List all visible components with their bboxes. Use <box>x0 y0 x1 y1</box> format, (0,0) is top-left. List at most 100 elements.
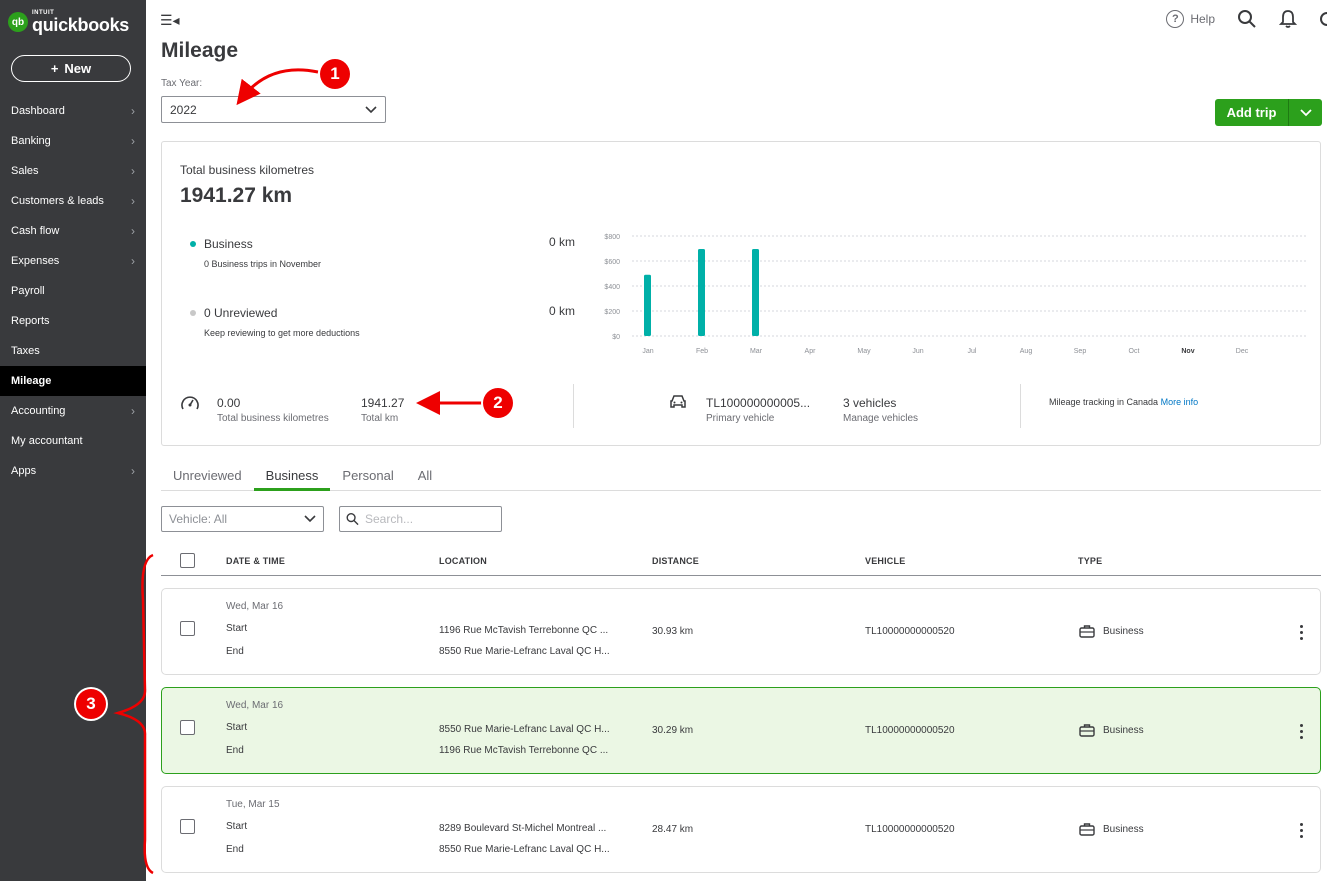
divider <box>1020 384 1021 428</box>
sidebar-item-my-accountant[interactable]: My accountant <box>0 426 146 456</box>
sidebar-item-sales[interactable]: Sales › <box>0 156 146 186</box>
brand-name: quickbooks <box>32 15 130 35</box>
row-checkbox[interactable] <box>180 720 195 735</box>
sidebar-item-label: Taxes <box>11 345 40 357</box>
quickbooks-logo[interactable]: qb INTUIT quickbooks <box>8 10 129 34</box>
chart-bar-jan[interactable] <box>644 274 651 336</box>
search-input[interactable] <box>365 512 495 526</box>
sidebar-item-label: Customers & leads <box>11 195 104 207</box>
mileage-tracking-info: Mileage tracking in Canada More info <box>1049 397 1198 407</box>
manage-vehicles-link[interactable]: Manage vehicles <box>843 413 919 424</box>
unreviewed-dot-icon <box>190 310 196 316</box>
collapse-menu-icon[interactable]: ☰◂ <box>160 12 180 28</box>
chevron-right-icon: › <box>131 404 135 418</box>
y-tick-label: $200 <box>604 309 620 316</box>
y-tick-label: $0 <box>612 334 620 341</box>
vehicles-count: 3 vehicles <box>843 396 897 410</box>
legend-unreviewed-sub: Keep reviewing to get more deductions <box>204 328 360 338</box>
row-checkbox[interactable] <box>180 819 195 834</box>
start-label: Start <box>226 623 248 634</box>
more-info-link[interactable]: More info <box>1160 397 1199 407</box>
notifications-bell-icon[interactable] <box>1279 9 1297 29</box>
add-trip-dropdown-button[interactable] <box>1288 99 1322 126</box>
table-row[interactable]: Tue, Mar 15 Start End 8289 Boulevard St-Mic… <box>161 786 1321 873</box>
annotation-badge-1: 1 <box>320 59 350 89</box>
sidebar-item-mileage[interactable]: Mileage <box>0 366 146 396</box>
sidebar-item-label: My accountant <box>11 435 83 447</box>
trip-type-label: Business <box>1103 823 1144 835</box>
primary-vehicle-label: Primary vehicle <box>706 413 775 424</box>
chart-bar-mar[interactable] <box>752 249 759 336</box>
sidebar-item-cash-flow[interactable]: Cash flow › <box>0 216 146 246</box>
header-type[interactable]: TYPE <box>1078 556 1103 566</box>
new-button[interactable]: + New <box>11 55 131 82</box>
annotation-badge-2: 2 <box>483 388 513 418</box>
tax-year-select[interactable]: 2022 <box>161 96 386 123</box>
x-tick-label: Sep <box>1074 348 1087 355</box>
trip-type[interactable]: Business <box>1079 822 1144 836</box>
legend-business: Business 0 km 0 Business trips in Novemb… <box>180 235 575 269</box>
sidebar-item-label: Accounting <box>11 405 66 417</box>
trip-distance: 28.47 km <box>652 824 694 835</box>
start-location: 1196 Rue McTavish Terrebonne QC ... <box>439 625 609 636</box>
trip-date: Wed, Mar 16 <box>226 700 284 711</box>
x-tick-label: Mar <box>750 348 763 355</box>
row-more-actions-icon[interactable] <box>1300 625 1303 640</box>
header-vehicle[interactable]: VEHICLE <box>865 556 906 566</box>
table-row[interactable]: Wed, Mar 16 Start End 1196 Rue McTavish Ter… <box>161 588 1321 675</box>
sidebar-item-taxes[interactable]: Taxes <box>0 336 146 366</box>
end-label: End <box>226 646 244 657</box>
search-icon[interactable] <box>1237 9 1257 29</box>
add-trip-button[interactable]: Add trip <box>1226 105 1277 120</box>
sidebar-item-expenses[interactable]: Expenses › <box>0 246 146 276</box>
y-tick-label: $600 <box>604 259 620 266</box>
sidebar: qb INTUIT quickbooks + New Dashboard › Ban… <box>0 0 146 881</box>
stat-total-km-label: Total km <box>361 413 399 424</box>
sidebar-item-label: Payroll <box>11 285 45 297</box>
row-checkbox[interactable] <box>180 621 195 636</box>
car-icon <box>670 395 686 408</box>
tab-all[interactable]: All <box>417 468 433 483</box>
x-tick-label: Feb <box>696 348 708 355</box>
chevron-right-icon: › <box>131 194 135 208</box>
sidebar-item-customers-leads[interactable]: Customers & leads › <box>0 186 146 216</box>
mileage-tracking-text: Mileage tracking in Canada <box>1049 397 1159 407</box>
trip-search-field[interactable] <box>339 506 502 532</box>
end-label: End <box>226 844 244 855</box>
header-location[interactable]: LOCATION <box>439 556 487 566</box>
tax-year-label: Tax Year: <box>161 78 203 89</box>
legend-unreviewed-value: 0 km <box>548 304 575 318</box>
header-date-time[interactable]: DATE & TIME <box>226 556 286 566</box>
sidebar-item-payroll[interactable]: Payroll <box>0 276 146 306</box>
legend-business-value: 0 km <box>548 235 575 249</box>
row-more-actions-icon[interactable] <box>1300 823 1303 838</box>
row-more-actions-icon[interactable] <box>1300 724 1303 739</box>
briefcase-icon <box>1079 823 1095 836</box>
sidebar-item-banking[interactable]: Banking › <box>0 126 146 156</box>
end-label: End <box>226 745 244 756</box>
sidebar-item-reports[interactable]: Reports <box>0 306 146 336</box>
trips-table-header: DATE & TIME LOCATION DISTANCE VEHICLE TY… <box>161 547 1321 576</box>
sidebar-item-apps[interactable]: Apps › <box>0 456 146 486</box>
sidebar-item-accounting[interactable]: Accounting › <box>0 396 146 426</box>
sidebar-item-dashboard[interactable]: Dashboard › <box>0 96 146 126</box>
tab-personal[interactable]: Personal <box>342 468 394 483</box>
vehicle-filter-select[interactable]: Vehicle: All <box>161 506 324 532</box>
x-tick-label: May <box>857 348 871 355</box>
select-all-checkbox[interactable] <box>180 553 195 568</box>
tab-unreviewed[interactable]: Unreviewed <box>173 468 242 483</box>
sidebar-item-label: Expenses <box>11 255 60 267</box>
trip-type[interactable]: Business <box>1079 723 1144 737</box>
table-row[interactable]: Wed, Mar 16 Start End 8550 Rue Marie-Lefran… <box>161 687 1321 774</box>
page-title: Mileage <box>161 39 239 62</box>
trip-vehicle: TL10000000000520 <box>865 725 955 736</box>
help-button[interactable]: ? Help <box>1166 10 1215 28</box>
end-location: 8550 Rue Marie-Lefranc Laval QC H... <box>439 646 610 657</box>
chart-bar-feb[interactable] <box>698 249 705 336</box>
topbar-actions: ? Help <box>1166 9 1327 29</box>
trip-type[interactable]: Business <box>1079 624 1144 638</box>
mileage-stats-row: 0.00 Total business kilometres 1941.27 T… <box>162 384 1320 430</box>
header-distance[interactable]: DISTANCE <box>652 556 699 566</box>
settings-gear-icon[interactable] <box>1319 9 1327 29</box>
tab-business[interactable]: Business <box>253 462 331 491</box>
